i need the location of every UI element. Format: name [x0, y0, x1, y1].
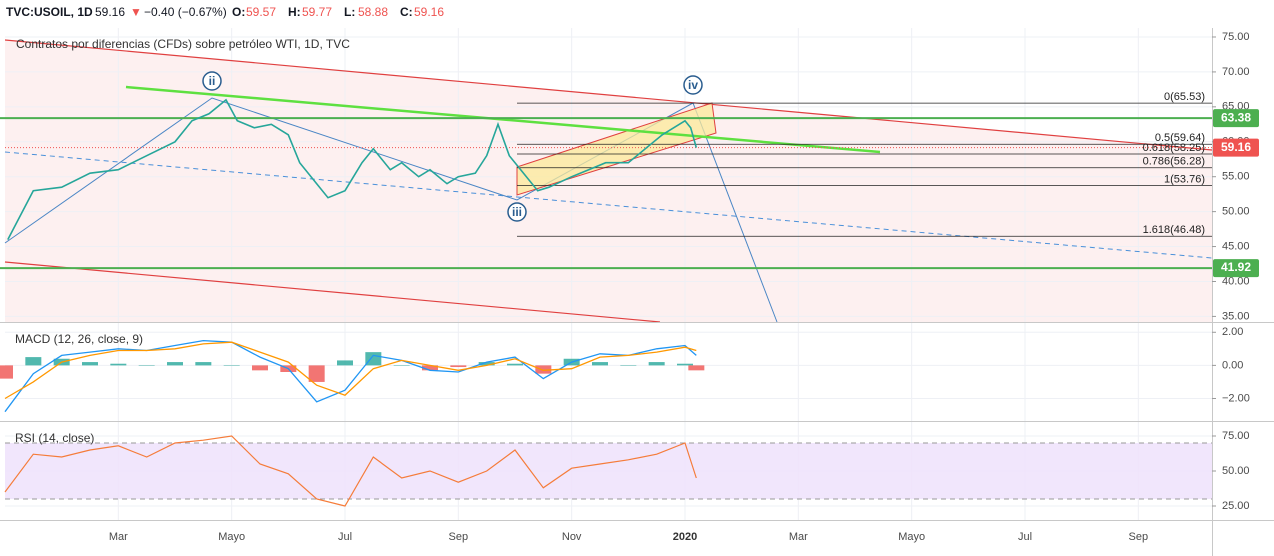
price-line [7, 98, 698, 240]
macd-histogram [450, 365, 467, 368]
macd-histogram [365, 352, 382, 366]
fib-label: 1.618(46.48) [1143, 224, 1205, 236]
macd-histogram [25, 357, 42, 366]
rsi-line [4, 435, 697, 507]
macd-histogram [195, 362, 212, 366]
y-tick-label: 75.00 [1222, 430, 1250, 442]
fib-label: 0.618(58.25) [1143, 142, 1205, 154]
price-badge-label: 63.38 [1221, 110, 1251, 124]
channel-upper [4, 39, 1213, 151]
y-tick-label: 35.00 [1222, 310, 1250, 322]
x-tick-label: 2020 [673, 531, 697, 543]
x-tick-label: Jul [338, 531, 352, 543]
ohlc-label: L: [344, 5, 355, 19]
macd-line [4, 339, 697, 413]
price-badge [1213, 109, 1259, 128]
trend-dashed [4, 151, 1213, 259]
wave-label: ii [209, 74, 216, 88]
symbol: TVC:USOIL, 1D [6, 5, 93, 19]
y-tick-label: 70.00 [1222, 66, 1250, 78]
down-arrow: ▼ [130, 5, 142, 19]
macd-histogram [223, 365, 240, 366]
x-tick-label: Sep [1129, 531, 1149, 543]
ohlc-value: 59.77 [302, 5, 332, 19]
change: −0.40 (−0.67%) [144, 5, 227, 19]
y-tick-label: 45.00 [1222, 240, 1250, 252]
macd-histogram [110, 363, 127, 366]
macd-histogram [535, 365, 552, 374]
macd-histogram [252, 365, 268, 371]
y-tick-label: 75.00 [1222, 31, 1250, 43]
wave-marker [202, 71, 222, 91]
wave-marker [507, 202, 527, 222]
y-tick-label: 2.00 [1222, 326, 1243, 338]
rsi-band [5, 443, 1212, 499]
macd-histogram [648, 362, 665, 366]
x-tick-label: Nov [562, 531, 582, 543]
price-badge-label: 59.16 [1221, 140, 1251, 154]
y-tick-label: 55.00 [1222, 171, 1250, 183]
wave-marker [683, 75, 703, 95]
fib-label: 0.5(59.64) [1155, 132, 1205, 144]
macd-histogram [308, 365, 325, 382]
x-tick-label: Mayo [218, 531, 245, 543]
ohlc-label: H: [288, 5, 301, 19]
fib-label: 1(53.76) [1164, 173, 1205, 185]
price-badge [1213, 259, 1259, 278]
price-badge-label: 41.92 [1221, 260, 1251, 274]
macd-histogram [478, 362, 495, 366]
macd-histogram [167, 362, 183, 366]
ohlc-value: 58.88 [358, 5, 388, 19]
y-tick-label: 0.00 [1222, 359, 1243, 371]
macd-histogram [677, 363, 693, 366]
macd-line [4, 341, 697, 400]
y-tick-label: 25.00 [1222, 500, 1250, 512]
macd-histogram [82, 362, 98, 366]
ohlc-value: 59.16 [414, 5, 444, 19]
wave-path [4, 97, 778, 323]
channel-lower [4, 261, 661, 323]
macd-histogram [337, 360, 353, 366]
last-price: 59.16 [95, 5, 125, 19]
ohlc-value: 59.57 [246, 5, 276, 19]
wave-label: iv [688, 78, 698, 92]
y-tick-label: 50.00 [1222, 465, 1250, 477]
subtitle: Contratos por diferencias (CFDs) sobre p… [16, 37, 350, 51]
fib-label: 0.786(56.28) [1143, 156, 1205, 168]
green-trend [125, 85, 881, 154]
wave-label: iii [512, 205, 522, 219]
macd-histogram [507, 363, 523, 366]
x-tick-label: Mar [789, 531, 808, 543]
ohlc-label: C: [400, 5, 413, 19]
macd-histogram [393, 365, 410, 366]
y-tick-label: 50.00 [1222, 206, 1250, 218]
macd-histogram [422, 365, 438, 371]
x-tick-label: Mayo [898, 531, 925, 543]
macd-histogram [592, 362, 608, 366]
x-tick-label: Sep [449, 531, 469, 543]
ohlc-label: O: [232, 5, 245, 19]
price-badge [1213, 138, 1259, 157]
macd-histogram [0, 365, 13, 379]
y-tick-label: −2.00 [1222, 392, 1250, 404]
rsi-title: RSI (14, close) [15, 431, 94, 445]
macd-histogram [138, 365, 155, 366]
channel-fill [5, 40, 1212, 322]
macd-histogram [620, 365, 637, 366]
x-tick-label: Jul [1018, 531, 1032, 543]
macd-title: MACD (12, 26, close, 9) [15, 332, 143, 346]
fib-label: 0(65.53) [1164, 91, 1205, 103]
macd-histogram [688, 365, 705, 371]
x-tick-label: Mar [109, 531, 128, 543]
y-tick-label: 40.00 [1222, 275, 1250, 287]
